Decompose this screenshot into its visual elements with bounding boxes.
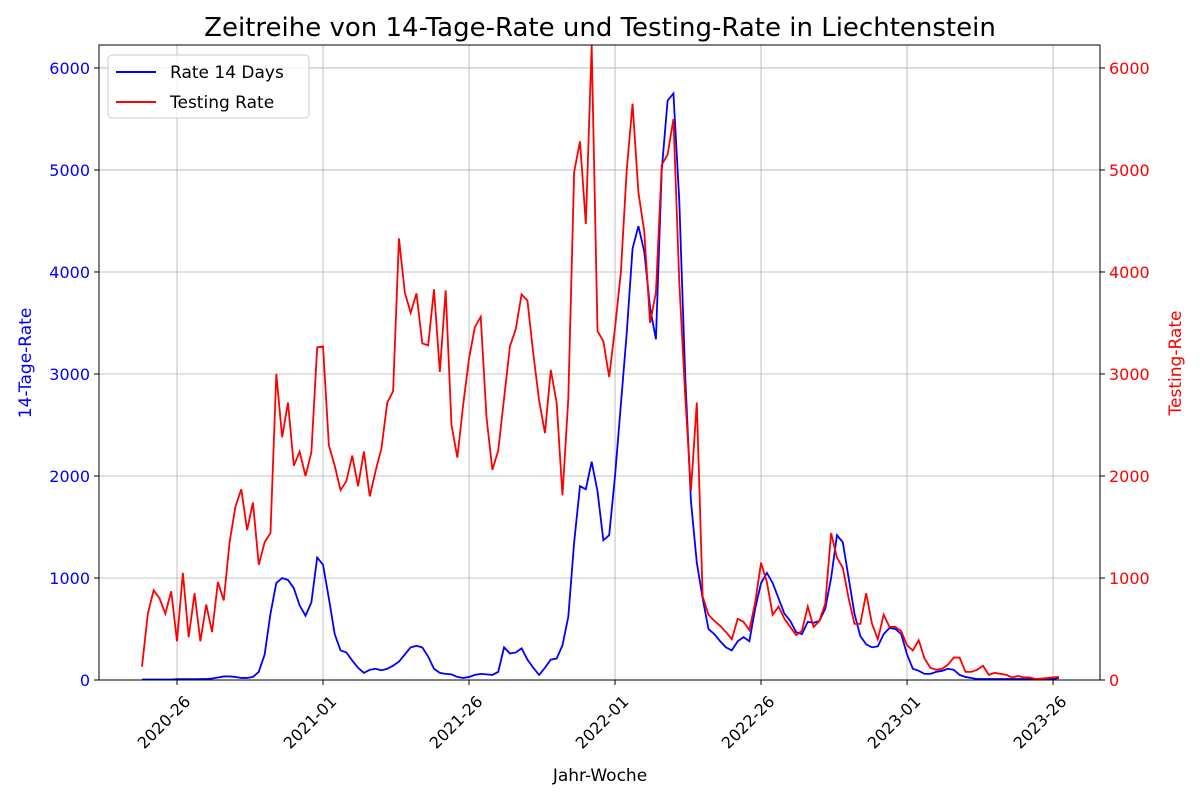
y2-axis-label: Testing-Rate [1166, 311, 1186, 417]
chart-title: Zeitreihe von 14-Tage-Rate und Testing-R… [204, 13, 996, 43]
y-axis-label: 14-Tage-Rate [16, 308, 36, 419]
x-tick-label: 2021-26 [426, 692, 487, 753]
y-tick-label: 4000 [49, 263, 90, 282]
x-tick-label: 2020-26 [134, 692, 195, 753]
y-tick-label: 1000 [49, 569, 90, 588]
y2-tick-label: 6000 [1109, 59, 1150, 78]
y2-tick-label: 2000 [1109, 467, 1150, 486]
y-tick-label: 6000 [49, 59, 90, 78]
y2-tick-label: 1000 [1109, 569, 1150, 588]
y2-tick-label: 3000 [1109, 365, 1150, 384]
x-tick-label: 2021-01 [280, 692, 341, 753]
y-tick-label: 5000 [49, 161, 90, 180]
x-tick-label: 2022-26 [718, 692, 779, 753]
y-tick-label: 0 [80, 671, 90, 690]
y2-tick-label: 5000 [1109, 161, 1150, 180]
x-tick-label: 2022-01 [572, 692, 633, 753]
legend-label: Testing Rate [169, 93, 274, 113]
data-line [141, 45, 1059, 680]
y-tick-label: 3000 [49, 365, 90, 384]
data-line [141, 91, 1060, 680]
y2-tick-label: 0 [1109, 671, 1119, 690]
x-axis-label: Jahr-Woche [552, 766, 647, 786]
x-tick-label: 2023-26 [1010, 692, 1071, 753]
legend-box [107, 54, 310, 119]
y-tick-label: 2000 [49, 467, 90, 486]
legend-label: Rate 14 Days [170, 63, 284, 83]
plot-frame [98, 44, 1101, 681]
y2-tick-label: 4000 [1109, 263, 1150, 282]
x-tick-label: 2023-01 [864, 692, 925, 753]
